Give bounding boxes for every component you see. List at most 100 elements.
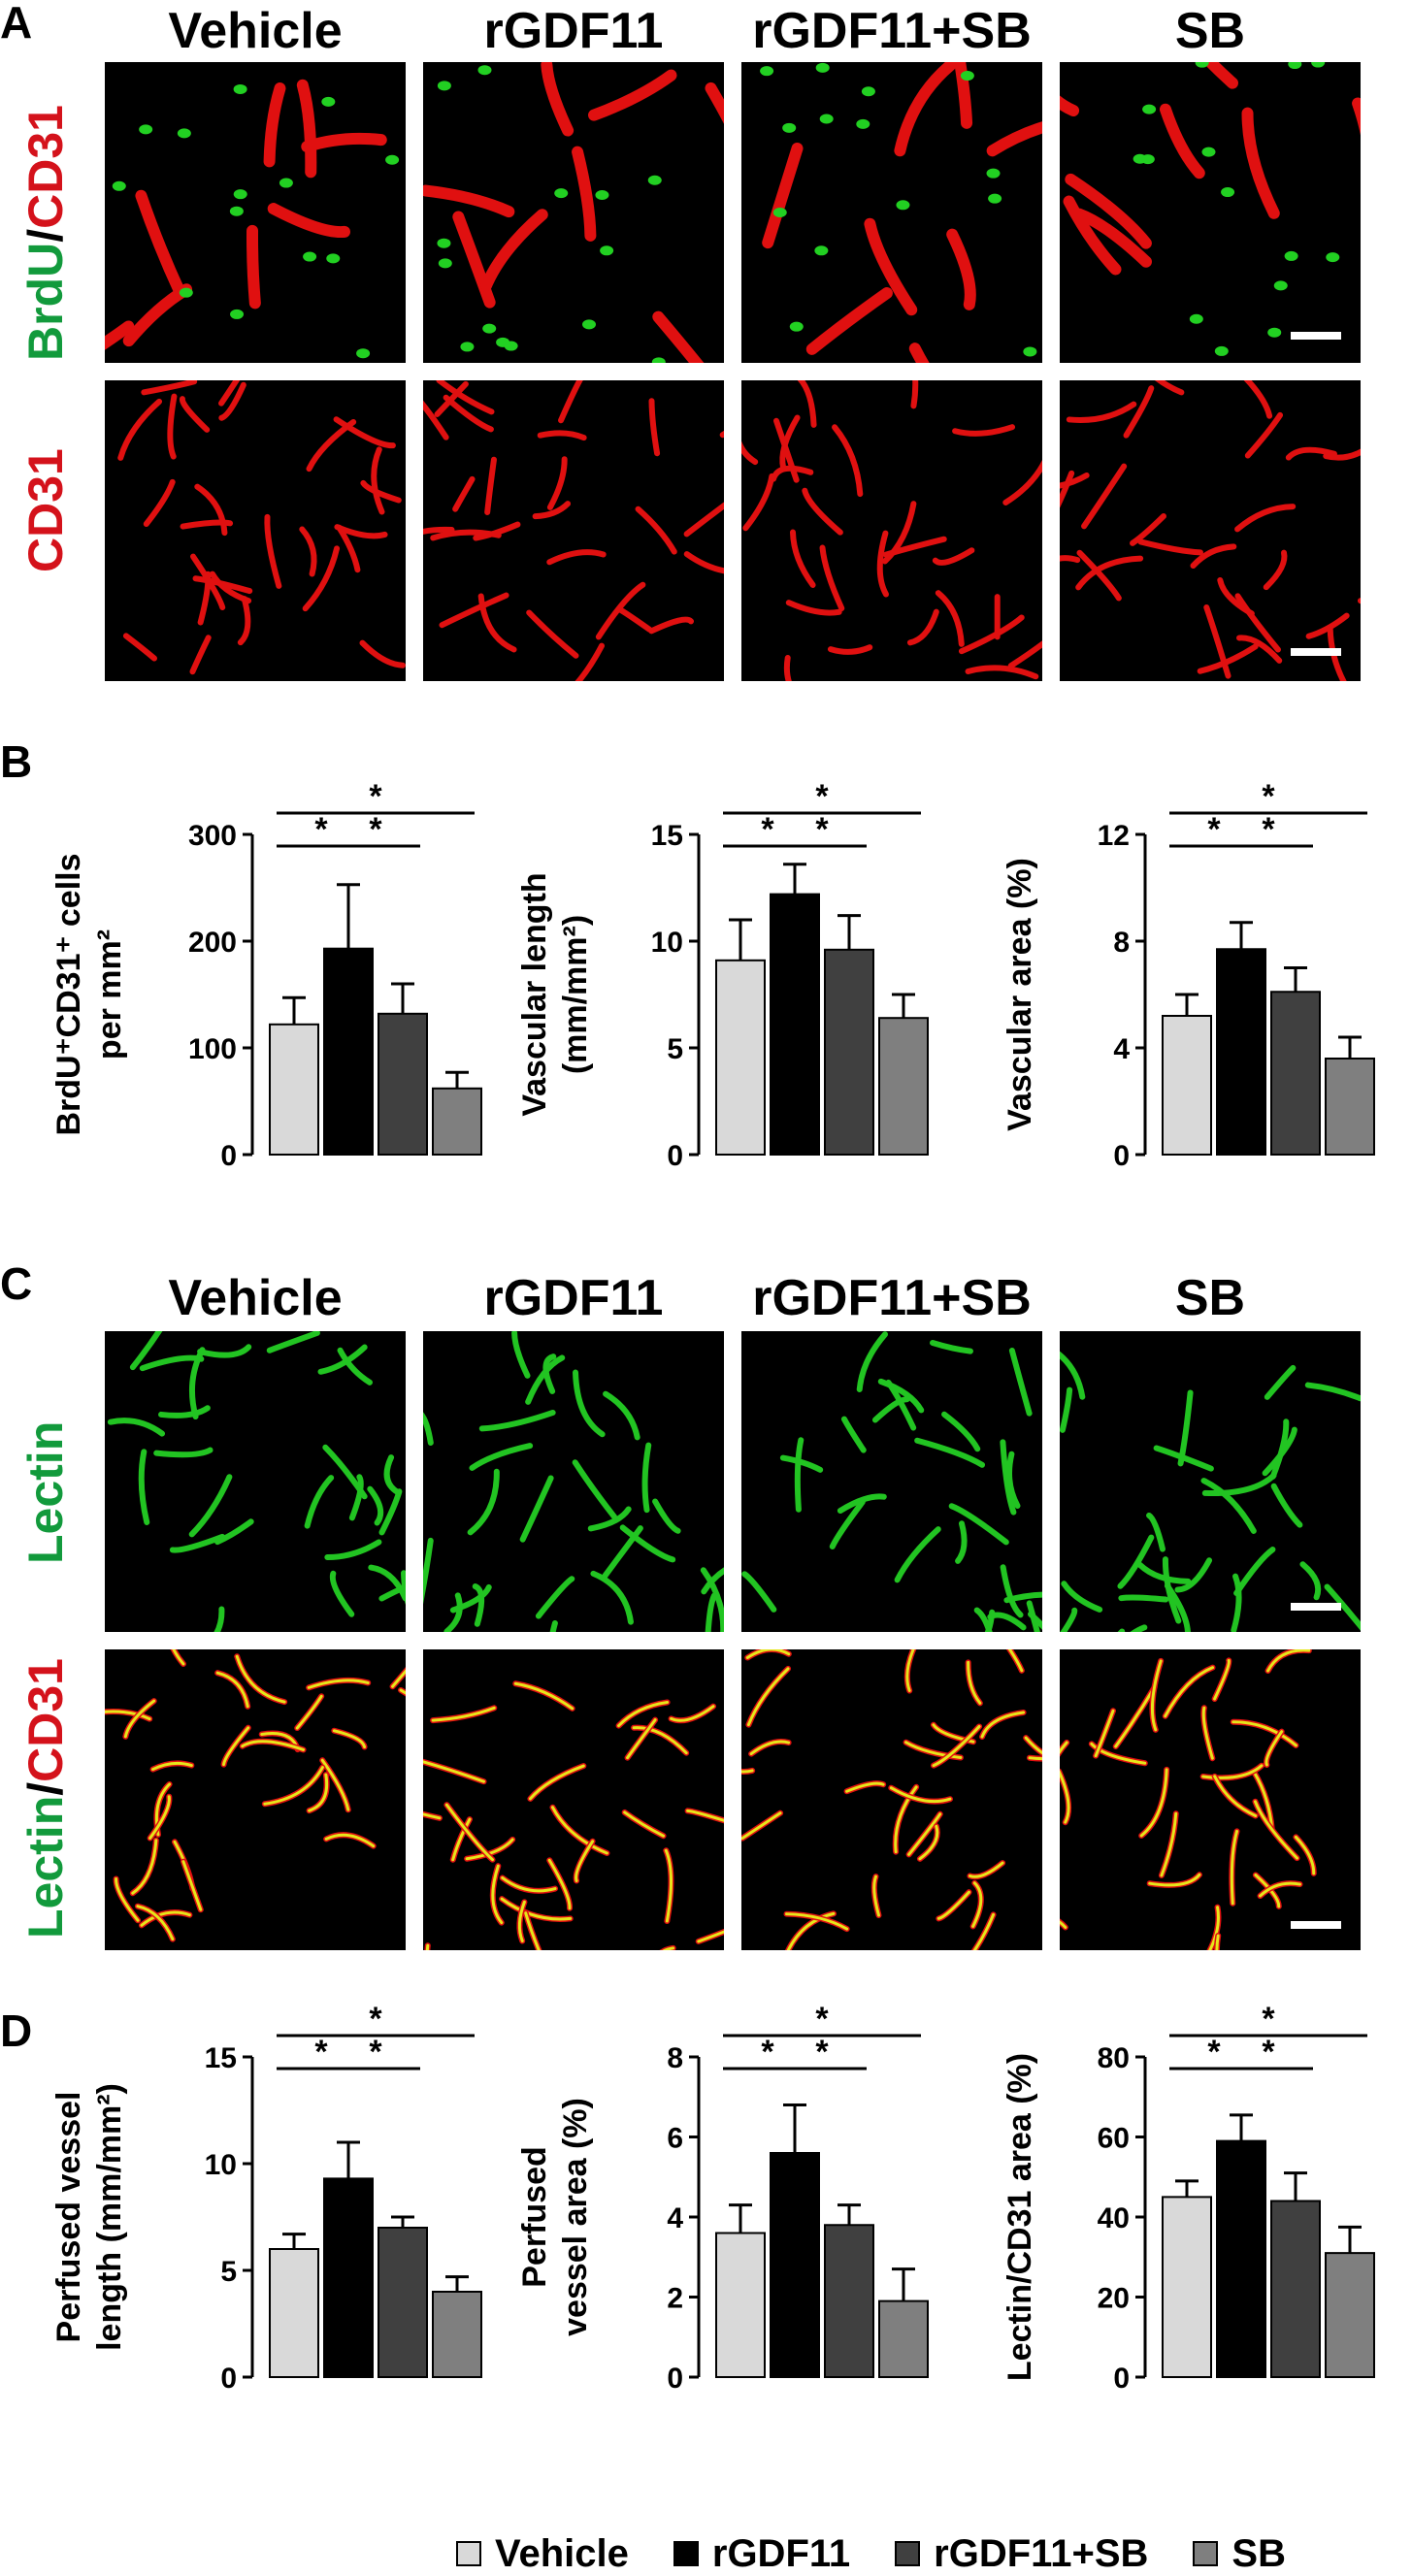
y-tick-label: 12 [1098, 820, 1130, 852]
y-tick-label: 60 [1098, 2123, 1130, 2155]
label-cd31: CD31 [18, 105, 73, 229]
significance-star: * [1262, 811, 1275, 848]
bar-sb [432, 1087, 482, 1156]
y-tick-label: 40 [1098, 2202, 1130, 2234]
row-label-lectin-cd31: Lectin/CD31 [17, 1658, 74, 1939]
y-tick-label: 4 [1113, 1033, 1130, 1065]
y-axis-label: Vascular area (%) [1002, 858, 1038, 1131]
bar-rgdf11 [770, 893, 820, 1156]
header-c-rgdf11-sb: rGDF11+SB [752, 1270, 1032, 1326]
scale-bar [1291, 648, 1341, 656]
label-brdu: BrdU [18, 242, 73, 361]
significance-star: * [314, 2034, 328, 2071]
row-label-brdu-cd31: BrdU/CD31 [17, 105, 74, 361]
panel-letter-d: D [0, 2005, 33, 2056]
legend-swatch-sb [1193, 2541, 1219, 2566]
legend-label-rgdf11: rGDF11 [711, 2531, 851, 2575]
micrograph-cd31-rgdf11 [423, 380, 724, 681]
significance-star: * [369, 2034, 382, 2071]
header-c-sb: SB [1174, 1270, 1246, 1326]
legend-item-vehicle: Vehicle [456, 2532, 629, 2576]
bar-rgdf11-sb [378, 1012, 428, 1156]
chart-perfused-vessel-area: Perfused vessel area (%) 0 2 4 6 8 * * * [516, 2001, 961, 2406]
y-axis-label: (mm/mm²) [557, 915, 594, 1074]
micrograph-cd31-vehicle [105, 380, 406, 681]
chart-perfused-vessel-length: Perfused vessel length (mm/mm²) 0 5 10 15 * * * [50, 2001, 514, 2406]
significance-star: * [1262, 2034, 1275, 2071]
y-axis-label: Vascular length [516, 872, 553, 1116]
bar-vehicle [269, 2248, 319, 2378]
label-lectin-2: Lectin [18, 1795, 73, 1939]
bar-rgdf11-sb [1270, 991, 1321, 1156]
panel-letter-a: A [0, 0, 33, 48]
micrograph-brdu-vehicle [105, 62, 406, 363]
legend-swatch-rgdf11-sb [895, 2541, 921, 2566]
significance-star: * [1262, 778, 1275, 815]
label-lectin: Lectin [18, 1420, 73, 1564]
bar-rgdf11 [323, 2177, 374, 2378]
significance-star: * [815, 778, 829, 815]
y-tick-label: 15 [205, 2042, 237, 2074]
chart-vascular-length: Vascular length (mm/mm²) 0 5 10 15 * * * [516, 778, 961, 1184]
bar-rgdf11 [1216, 2139, 1266, 2378]
micrograph-merge-rgdf11-sb [741, 1649, 1042, 1950]
micrograph-brdu-sb [1060, 62, 1361, 363]
significance-star: * [815, 2034, 829, 2071]
header-a-vehicle: Vehicle [168, 3, 343, 59]
bar-rgdf11-sb [378, 2227, 428, 2378]
significance-star: * [314, 811, 328, 848]
significance-star: * [1262, 2001, 1275, 2038]
bar-sb [878, 2299, 929, 2378]
y-axis-label: Perfused [516, 2146, 553, 2288]
y-tick-label: 0 [1113, 1140, 1130, 1172]
micrograph-merge-vehicle [105, 1649, 406, 1950]
bar-vehicle [1162, 2196, 1212, 2378]
panel-letter-c: C [0, 1258, 33, 1309]
y-tick-label: 15 [651, 820, 683, 852]
scale-bar [1291, 1921, 1341, 1929]
bar-sb [1325, 1058, 1375, 1156]
bar-sb [878, 1017, 929, 1156]
y-axis-label: Perfused vessel [50, 2092, 87, 2343]
legend-swatch-rgdf11 [673, 2541, 699, 2566]
row-label-cd31: CD31 [17, 448, 74, 572]
y-tick-label: 100 [188, 1033, 237, 1065]
legend-item-rgdf11: rGDF11 [673, 2532, 850, 2576]
micrograph-lectin-vehicle [105, 1331, 406, 1632]
header-c-vehicle: Vehicle [168, 1270, 343, 1326]
significance-star: * [1207, 2034, 1221, 2071]
y-tick-label: 8 [1113, 927, 1130, 959]
bar-sb [1325, 2252, 1375, 2378]
y-tick-label: 4 [667, 2202, 683, 2234]
bar-vehicle [269, 1023, 319, 1156]
significance-star: * [369, 778, 382, 815]
y-tick-label: 0 [1113, 2363, 1130, 2395]
y-tick-label: 200 [188, 927, 237, 959]
micrograph-merge-rgdf11 [423, 1649, 724, 1950]
bar-rgdf11-sb [1270, 2200, 1321, 2378]
y-tick-label: 6 [667, 2123, 683, 2155]
y-axis-label: Lectin/CD31 area (%) [1002, 2053, 1038, 2381]
bar-vehicle [715, 959, 766, 1156]
micrograph-lectin-sb [1060, 1331, 1361, 1632]
scale-bar [1291, 332, 1341, 340]
bar-rgdf11 [770, 2152, 820, 2378]
chart-vascular-area: Vascular area (%) 0 4 8 12 * * * [990, 778, 1407, 1184]
y-axis-label: vessel area (%) [557, 2098, 594, 2336]
bar-vehicle [1162, 1015, 1212, 1156]
micrograph-lectin-rgdf11-sb [741, 1331, 1042, 1632]
y-axis-label: length (mm/mm²) [91, 2083, 128, 2351]
y-tick-label: 5 [220, 2256, 237, 2288]
legend-label-sb: SB [1231, 2531, 1286, 2575]
bar-sb [432, 2291, 482, 2378]
chart-brdu-cd31-cells: BrdU⁺CD31⁺ cells per mm² 0 100 200 300 * * * [50, 778, 514, 1184]
scale-bar [1291, 1603, 1341, 1611]
significance-star: * [1207, 811, 1221, 848]
label-cd31-bottom: CD31 [18, 448, 73, 572]
bar-rgdf11 [1216, 948, 1266, 1156]
micrograph-brdu-rgdf11 [423, 62, 724, 363]
legend-item-rgdf11-sb: rGDF11+SB [895, 2532, 1148, 2576]
significance-star: * [815, 2001, 829, 2038]
bar-rgdf11 [323, 947, 374, 1156]
micrograph-brdu-rgdf11-sb [741, 62, 1042, 363]
